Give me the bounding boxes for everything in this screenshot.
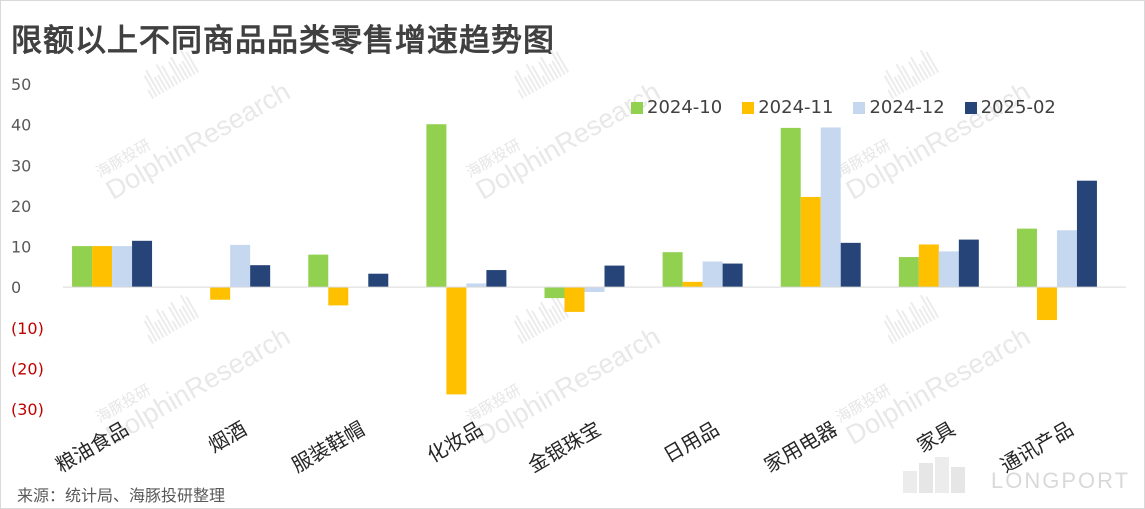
legend-item: 2024-10 [631, 97, 722, 118]
legend-label: 2024-11 [758, 97, 834, 118]
source-note: 来源：统计局、海豚投研整理 [17, 486, 226, 505]
bar [466, 283, 487, 288]
bar [112, 246, 133, 288]
bar [328, 287, 349, 306]
bar [604, 265, 625, 288]
bar [1016, 228, 1037, 288]
x-tick-label: 家用电器 [760, 417, 841, 478]
bar [780, 127, 801, 288]
bar [544, 287, 565, 299]
bar [820, 127, 841, 288]
bar [1076, 180, 1097, 288]
bar [426, 124, 447, 288]
bar [1056, 230, 1077, 288]
y-tick-label: 0 [11, 278, 21, 297]
y-tick-label: 20 [11, 197, 31, 216]
bar [702, 261, 723, 288]
bar [898, 257, 919, 288]
x-tick-label: 家具 [913, 417, 960, 458]
watermark-text: DolphinResearch [101, 76, 295, 206]
bars [72, 124, 1097, 395]
bar [840, 242, 861, 288]
legend-swatch [742, 101, 755, 114]
y-tick-label: (10) [11, 319, 44, 338]
bar [446, 287, 467, 395]
y-tick-label: (30) [11, 400, 44, 419]
bar [368, 273, 389, 288]
bar [938, 251, 959, 288]
y-tick-label: 10 [11, 238, 31, 257]
y-tick-label: 50 [11, 75, 31, 94]
bar [308, 254, 329, 288]
bar [72, 246, 93, 288]
legend-item: 2024-12 [853, 97, 945, 118]
legend-label: 2024-10 [647, 97, 723, 118]
legend-swatch [853, 101, 866, 114]
x-tick-label: 服装鞋帽 [287, 417, 368, 478]
bar [918, 244, 939, 288]
bar [250, 265, 271, 288]
watermark-text: DolphinResearch [471, 76, 665, 206]
legend-label: 2024-12 [869, 97, 945, 118]
legend-swatch [964, 101, 977, 114]
chart-title: 限额以上不同商品品类零售增速趋势图 [11, 23, 555, 59]
bar [230, 244, 251, 288]
legend-swatch [631, 101, 643, 114]
bar [564, 287, 585, 312]
bar [958, 239, 979, 288]
y-tick-label: 30 [11, 156, 31, 175]
y-tick-label: (20) [11, 359, 44, 378]
bar [486, 270, 507, 288]
y-tick-label: 40 [11, 116, 31, 135]
bar [1036, 287, 1057, 321]
bar [210, 287, 231, 300]
legend-label: 2025-02 [980, 97, 1056, 118]
longport-logo: LONGPORT [991, 468, 1131, 493]
x-tick-label: 金银珠宝 [524, 417, 605, 478]
y-axis: 50 40 30 20 10 0 (10) (20) (30) [11, 75, 44, 419]
bar [722, 263, 743, 288]
bar [800, 196, 821, 288]
bar [92, 246, 113, 288]
longport-logo-icon [903, 457, 965, 493]
x-tick-label: 日用品 [659, 417, 723, 468]
bar [682, 281, 703, 288]
x-tick-label: 化妆品 [423, 417, 487, 468]
bar [662, 252, 683, 288]
legend-item: 2024-11 [742, 97, 833, 118]
bar [584, 287, 605, 292]
watermark-text: DolphinResearch [841, 76, 1035, 206]
x-tick-label: 烟酒 [204, 417, 251, 458]
bar [132, 240, 153, 288]
legend-item: 2025-02 [964, 97, 1056, 118]
watermark-text: DolphinResearch [101, 321, 295, 451]
legend: 2024-10 2024-11 2024-12 2025-02 [631, 97, 1056, 118]
